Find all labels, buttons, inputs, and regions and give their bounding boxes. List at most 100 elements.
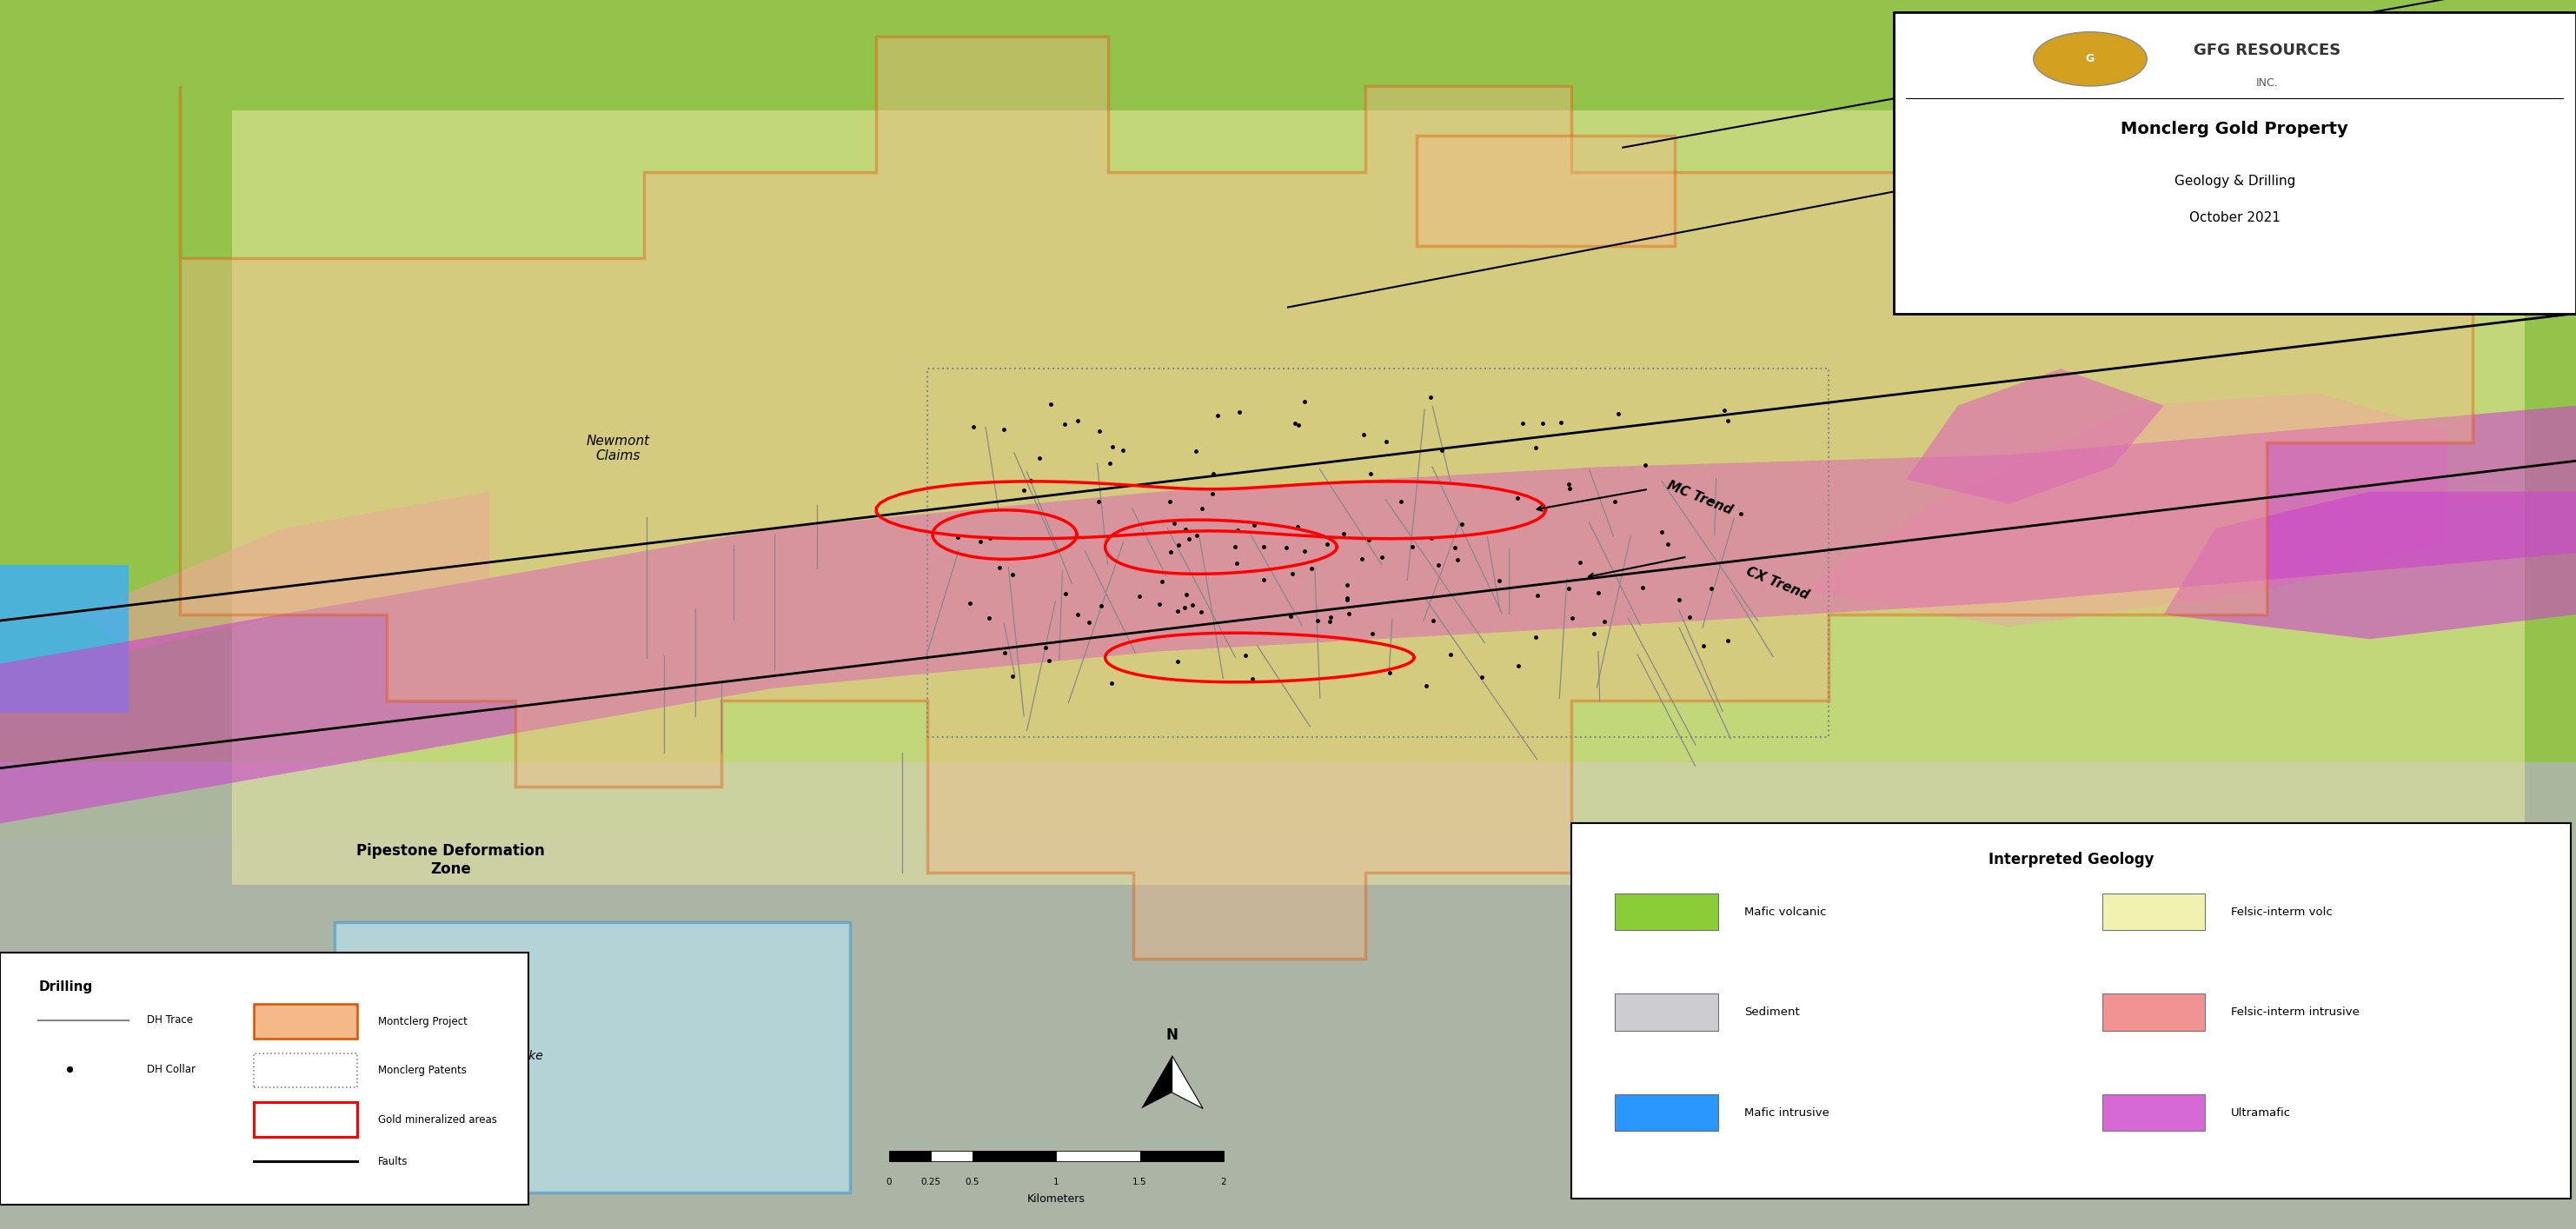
Polygon shape: [0, 406, 2576, 823]
Text: Faults: Faults: [379, 1155, 407, 1168]
Point: [1329, 605, 1370, 624]
Point: [1278, 415, 1319, 435]
Point: [1437, 549, 1479, 569]
Point: [992, 666, 1033, 686]
Point: [1018, 449, 1059, 468]
Point: [1213, 537, 1255, 557]
Polygon shape: [180, 37, 2473, 959]
Point: [1273, 564, 1314, 584]
Point: [1118, 586, 1159, 606]
Point: [1285, 541, 1327, 560]
Point: [1149, 542, 1190, 562]
Point: [1028, 651, 1069, 671]
Bar: [1615, 893, 1718, 930]
Bar: [255, 1004, 358, 1039]
Point: [1079, 596, 1121, 616]
Point: [1548, 579, 1589, 599]
Point: [1703, 401, 1744, 420]
Point: [1167, 530, 1208, 549]
Text: Newmont
Claims: Newmont Claims: [587, 435, 649, 462]
Bar: [255, 1053, 358, 1088]
Point: [1327, 589, 1368, 608]
Text: Sediment: Sediment: [1744, 1007, 1801, 1018]
Point: [1646, 535, 1687, 554]
Point: [1226, 646, 1267, 666]
Point: [1597, 404, 1638, 424]
Text: Gold mineralized areas: Gold mineralized areas: [379, 1113, 497, 1126]
Point: [1551, 608, 1592, 628]
Point: [1010, 471, 1051, 490]
Point: [979, 558, 1020, 578]
Text: INC.: INC.: [2257, 77, 2280, 88]
Circle shape: [2032, 32, 2146, 86]
Point: [1270, 606, 1311, 626]
Point: [1522, 413, 1564, 433]
Point: [1157, 601, 1198, 621]
Bar: [889, 1150, 930, 1161]
Point: [1479, 571, 1520, 591]
Text: G: G: [2087, 53, 2094, 65]
Point: [1157, 651, 1198, 671]
Point: [1030, 395, 1072, 414]
Text: MC Trend: MC Trend: [1667, 478, 1734, 517]
Text: CX Trend: CX Trend: [1744, 565, 1811, 602]
Point: [1046, 584, 1087, 603]
Point: [1306, 535, 1347, 554]
Point: [984, 643, 1025, 662]
Bar: [927, 369, 1829, 737]
Bar: [0, 762, 2576, 1229]
Point: [961, 532, 1002, 552]
Point: [1497, 488, 1538, 508]
Bar: [2102, 994, 2205, 1031]
Point: [1352, 623, 1394, 643]
Point: [1406, 676, 1448, 696]
Text: Monclerg Gold Property: Monclerg Gold Property: [2120, 120, 2349, 136]
Point: [1025, 638, 1066, 658]
Text: Geology & Drilling: Geology & Drilling: [2174, 175, 2295, 188]
Point: [1350, 465, 1391, 484]
Text: Mafic intrusive: Mafic intrusive: [1744, 1107, 1829, 1118]
Point: [1056, 605, 1097, 624]
Point: [1079, 422, 1121, 441]
Point: [1409, 387, 1450, 407]
Point: [1365, 433, 1406, 452]
FancyBboxPatch shape: [1893, 12, 2576, 313]
Point: [1579, 583, 1620, 602]
Text: 0.5: 0.5: [966, 1177, 979, 1186]
Point: [1154, 514, 1195, 533]
Point: [984, 419, 1025, 439]
Text: DH Collar: DH Collar: [147, 1063, 196, 1075]
Point: [1002, 481, 1043, 500]
Text: Felsic-interm intrusive: Felsic-interm intrusive: [2231, 1007, 2360, 1018]
Point: [1669, 607, 1710, 627]
Point: [1321, 524, 1363, 543]
Bar: [232, 111, 2524, 885]
FancyBboxPatch shape: [1571, 823, 2571, 1198]
Text: Mafic volcanic: Mafic volcanic: [1744, 906, 1826, 918]
Point: [1412, 611, 1453, 630]
Bar: [1417, 135, 1674, 246]
Point: [1595, 492, 1636, 511]
Point: [1708, 410, 1749, 430]
Point: [969, 527, 1010, 547]
Text: 0: 0: [886, 1177, 891, 1186]
Point: [1149, 492, 1190, 511]
Point: [953, 417, 994, 436]
Point: [1422, 440, 1463, 460]
Text: Ultramafic: Ultramafic: [2231, 1107, 2290, 1118]
Text: Montclerg Project: Montclerg Project: [379, 1015, 466, 1027]
Point: [1435, 538, 1476, 558]
Text: Drilling: Drilling: [39, 981, 93, 994]
Point: [1092, 673, 1133, 693]
Point: [1180, 602, 1221, 622]
Point: [1164, 597, 1206, 617]
Point: [1347, 530, 1388, 549]
Point: [1391, 537, 1432, 557]
Point: [1623, 578, 1664, 597]
Point: [1515, 438, 1556, 457]
Point: [1218, 402, 1260, 422]
Point: [1193, 463, 1234, 483]
Point: [1291, 558, 1332, 578]
Point: [1327, 575, 1368, 595]
FancyBboxPatch shape: [0, 952, 528, 1204]
